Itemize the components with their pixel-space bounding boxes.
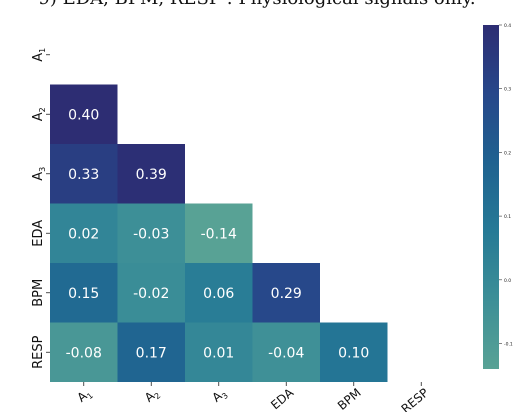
cell-value-label: 0.10: [338, 345, 369, 361]
cell-value-label: 0.02: [68, 226, 99, 242]
cell-value-label: -0.04: [268, 345, 304, 361]
heatmap-cell: [50, 322, 118, 382]
y-tick-label: A3: [31, 167, 47, 181]
colorbar-tick-label: 0.0: [504, 278, 511, 284]
heatmap-cell: [50, 84, 118, 144]
heatmap-cell: [185, 203, 253, 263]
y-tick-label: RESP: [31, 335, 46, 368]
colorbar-tick-label: 0.1: [504, 214, 511, 220]
figure-caption: 9) EDA, BPM, RESP : Physiological signal…: [0, 0, 514, 9]
colorbar-tick-label: 0.3: [504, 87, 511, 93]
cell-value-label: 0.39: [136, 167, 167, 183]
cell-value-label: 0.33: [68, 167, 99, 183]
heatmap-cell: [252, 263, 320, 323]
x-tick-label: BPM: [335, 386, 364, 412]
heatmap-cell: [117, 203, 185, 263]
colorbar: 0.4 0.3 0.2 0.1 0.0 -0.1: [483, 23, 513, 369]
heatmap-cell: [117, 263, 185, 323]
y-tick-label: A1: [31, 48, 47, 62]
x-axis-tick-labels: A1 A2 A3 EDA BPM RESP: [74, 382, 431, 412]
cell-value-label: -0.14: [201, 226, 237, 242]
heatmap-cell: [185, 322, 253, 382]
colorbar-tick-label: 0.2: [504, 150, 511, 156]
heatmap-cell: [252, 322, 320, 382]
y-tick-label: BPM: [31, 279, 46, 307]
heatmap-cell: [320, 322, 388, 382]
cell-value-label: 0.17: [136, 345, 167, 361]
cell-value-label: 0.29: [271, 286, 302, 302]
cell-value-label: 0.06: [203, 286, 234, 302]
cell-value-label: -0.03: [133, 226, 169, 242]
y-axis-tick-labels: A1 A2 A3 EDA BPM RESP: [31, 48, 50, 369]
heatmap-cells: 0.40 0.33 0.39 0.02 -0.03 -0.14 0.15 -0.02 0.06 0…: [50, 84, 388, 382]
cell-value-label: 0.01: [203, 345, 234, 361]
x-tick-label: A2: [142, 386, 162, 407]
y-tick-label: EDA: [31, 220, 46, 247]
heatmap-cell: [50, 144, 118, 204]
x-tick-label: RESP: [399, 386, 432, 412]
cell-value-label: -0.08: [66, 345, 102, 361]
x-tick-label: A3: [209, 386, 229, 407]
heatmap-cell: [117, 322, 185, 382]
heatmap-cell: [185, 263, 253, 323]
x-tick-label: EDA: [268, 385, 297, 412]
colorbar-tick-label: 0.4: [504, 23, 511, 29]
y-tick-label: A2: [31, 107, 47, 121]
cell-value-label: 0.40: [68, 107, 99, 123]
colorbar-gradient: [483, 25, 499, 369]
x-tick-label: A1: [74, 386, 94, 407]
cell-value-label: -0.02: [133, 286, 169, 302]
cell-value-label: 0.15: [68, 286, 99, 302]
heatmap-cell: [50, 203, 118, 263]
heatmap-cell: [117, 144, 185, 204]
colorbar-tick-label: -0.1: [504, 342, 513, 348]
heatmap-cell: [50, 263, 118, 323]
